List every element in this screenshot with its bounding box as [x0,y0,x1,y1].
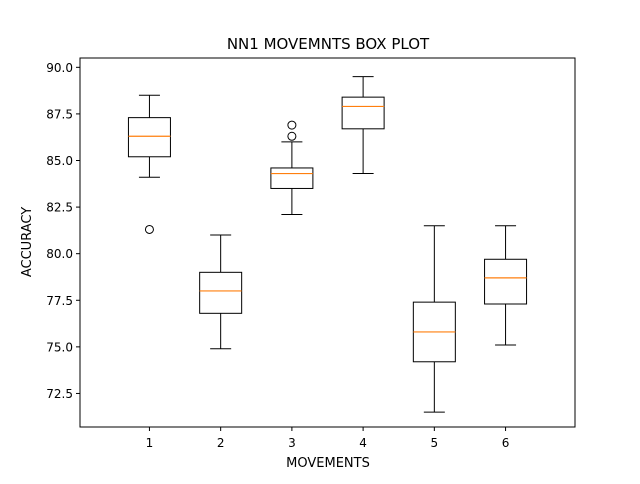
y-tick-label: 90.0 [46,61,73,75]
outlier-point [144,224,154,234]
iqr-box [270,167,314,189]
iqr-box [199,271,243,314]
x-tick-label: 6 [502,436,510,450]
x-tick-label: 5 [431,436,439,450]
plot-frame [79,57,576,428]
outlier-point [287,131,297,141]
y-tick-label: 77.5 [46,294,73,308]
y-tick-label: 72.5 [46,387,73,401]
y-tick-label: 80.0 [46,247,73,261]
iqr-box [341,96,385,130]
outlier-point [287,120,297,130]
y-tick-label: 82.5 [46,201,73,215]
iqr-box [127,117,171,158]
x-tick-label: 4 [359,436,367,450]
x-tick-label: 2 [217,436,225,450]
y-axis-label: ACCURACY [20,207,35,277]
y-tick-label: 85.0 [46,154,73,168]
y-tick-label: 87.5 [46,107,73,121]
x-tick-label: 1 [146,436,154,450]
x-tick-label: 3 [288,436,296,450]
x-axis-label: MOVEMENTS [286,456,370,471]
iqr-box [484,258,528,305]
plot-area: 72.5 75.0 77.5 80.0 82.5 85.0 87.5 90.0 1 2 3 4 5 6 [46,61,528,450]
y-tick-label: 75.0 [46,340,73,354]
chart-title: NN1 MOVEMNTS BOX PLOT [227,35,430,53]
